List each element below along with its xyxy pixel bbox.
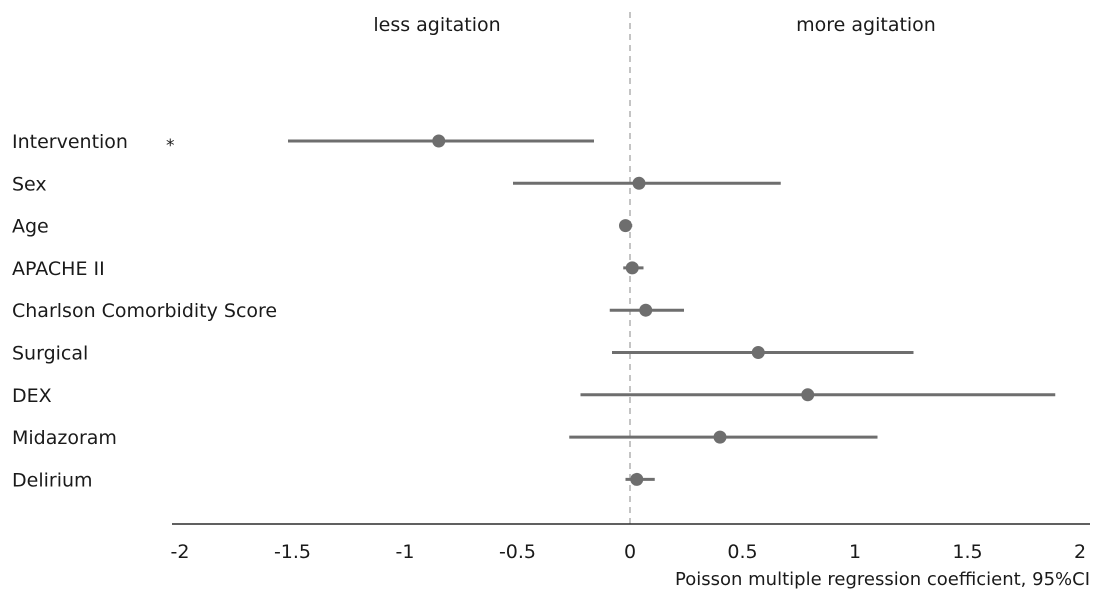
row-label: Intervention xyxy=(12,131,128,153)
row-label: Sex xyxy=(12,173,47,195)
row-delirium: Delirium xyxy=(12,469,655,491)
estimate-point xyxy=(630,472,644,486)
row-label: Delirium xyxy=(12,469,93,491)
less-agitation-label: less agitation xyxy=(373,14,500,36)
rows-layer: Intervention * Sex Age APACHE II Charlson Com… xyxy=(12,131,1056,491)
row-label: APACHE II xyxy=(12,258,105,280)
row-dex: DEX xyxy=(12,385,1056,407)
estimate-point xyxy=(801,388,815,402)
more-agitation-label: more agitation xyxy=(796,14,936,36)
estimate-point xyxy=(625,261,639,275)
row-age: Age xyxy=(12,216,633,238)
row-intervention: Intervention * xyxy=(12,131,594,156)
x-tick-label: -1.5 xyxy=(274,541,311,563)
x-axis-title: Poisson multiple regression coefficient,… xyxy=(675,569,1090,590)
x-tick-label: 2 xyxy=(1074,541,1086,563)
x-tick-label: -2 xyxy=(171,541,190,563)
row-midazoram: Midazoram xyxy=(12,427,878,449)
estimate-point xyxy=(619,219,632,233)
row-charlson-comorbidity-score: Charlson Comorbidity Score xyxy=(12,300,684,322)
estimate-point xyxy=(432,134,446,148)
row-sex: Sex xyxy=(12,173,781,195)
estimate-point xyxy=(632,176,646,190)
significance-marker: * xyxy=(166,136,175,156)
row-surgical: Surgical xyxy=(12,343,914,365)
estimate-point xyxy=(713,430,727,444)
estimate-point xyxy=(751,346,765,359)
x-axis: -2 -1.5 -1 -0.5 0 0.5 1 1.5 2 xyxy=(171,523,1090,563)
row-label: DEX xyxy=(12,385,52,407)
x-tick-label: -0.5 xyxy=(499,541,536,563)
estimate-point xyxy=(639,303,653,317)
x-tick-label: 0.5 xyxy=(727,541,757,563)
row-label: Surgical xyxy=(12,343,88,365)
x-tick-label: 1 xyxy=(849,541,861,563)
x-tick-label: -1 xyxy=(396,541,415,563)
row-apache-ii: APACHE II xyxy=(12,258,644,280)
x-tick-label: 0 xyxy=(624,541,636,563)
row-label: Midazoram xyxy=(12,427,117,449)
x-tick-label: 1.5 xyxy=(952,541,982,563)
row-label: Charlson Comorbidity Score xyxy=(12,300,277,322)
row-label: Age xyxy=(12,216,49,238)
